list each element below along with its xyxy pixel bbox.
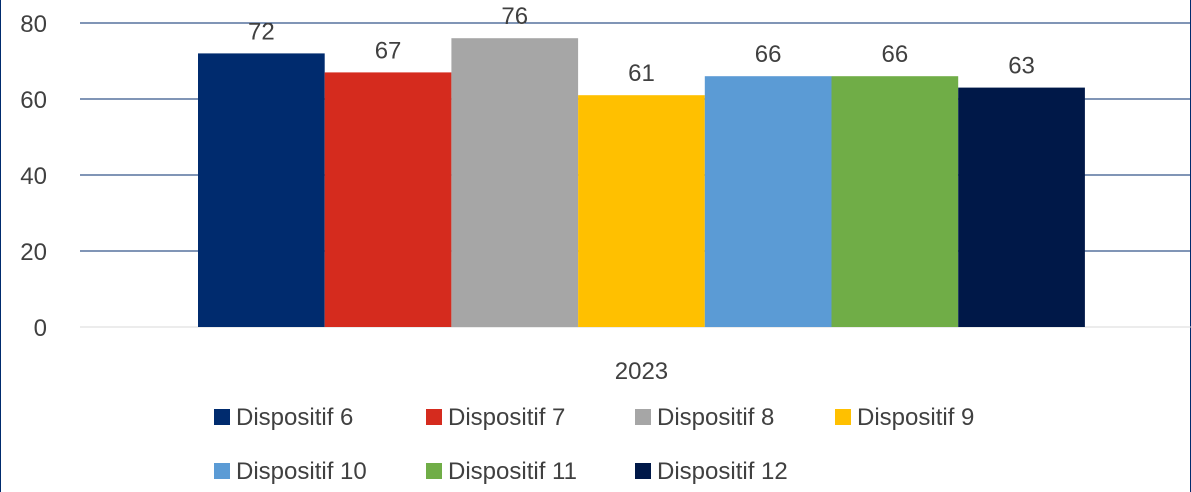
bar-dispositif-12 bbox=[958, 87, 1085, 327]
legend-label: Dispositif 11 bbox=[448, 458, 577, 485]
y-tick-label: 60 bbox=[20, 87, 47, 114]
legend-swatch bbox=[426, 463, 442, 479]
legend-swatch bbox=[635, 463, 651, 479]
legend-item-dispositif-12[interactable]: Dispositif 12 bbox=[635, 458, 788, 485]
legend-item-dispositif-7[interactable]: Dispositif 7 bbox=[426, 404, 565, 431]
y-axis: 0 20 40 60 80 bbox=[20, 11, 47, 342]
legend-item-dispositif-11[interactable]: Dispositif 11 bbox=[426, 458, 577, 485]
x-category-label: 2023 bbox=[615, 358, 668, 385]
data-label: 66 bbox=[755, 41, 782, 68]
bar-dispositif-10 bbox=[704, 76, 832, 327]
data-labels: 72 67 76 61 66 66 63 bbox=[248, 3, 1035, 87]
data-label: 66 bbox=[881, 41, 908, 68]
data-label: 67 bbox=[375, 37, 402, 64]
legend-swatch bbox=[835, 409, 851, 425]
legend-label: Dispositif 8 bbox=[657, 404, 774, 431]
legend-swatch bbox=[635, 409, 651, 425]
y-tick-label: 20 bbox=[20, 239, 47, 266]
bar-dispositif-6 bbox=[198, 53, 325, 328]
legend-swatch bbox=[214, 409, 230, 425]
legend-item-dispositif-6[interactable]: Dispositif 6 bbox=[214, 404, 353, 431]
legend-item-dispositif-10[interactable]: Dispositif 10 bbox=[214, 458, 367, 485]
legend-swatch bbox=[426, 409, 442, 425]
bar-dispositif-7 bbox=[324, 72, 452, 328]
y-tick-label: 40 bbox=[20, 163, 47, 190]
bar-dispositif-9 bbox=[578, 95, 705, 327]
bar-series bbox=[198, 38, 1085, 328]
legend-item-dispositif-9[interactable]: Dispositif 9 bbox=[835, 404, 974, 431]
data-label: 76 bbox=[501, 3, 528, 30]
legend-item-dispositif-8[interactable]: Dispositif 8 bbox=[635, 404, 774, 431]
legend-label: Dispositif 12 bbox=[657, 458, 788, 485]
legend-label: Dispositif 7 bbox=[448, 404, 565, 431]
data-label: 61 bbox=[628, 60, 655, 87]
bar-dispositif-8 bbox=[451, 38, 579, 327]
legend: Dispositif 6 Dispositif 7 Dispositif 8 Disp… bbox=[214, 404, 974, 485]
y-tick-label: 80 bbox=[20, 11, 47, 38]
x-axis: 2023 bbox=[615, 358, 668, 385]
legend-swatch bbox=[214, 463, 230, 479]
bar-dispositif-11 bbox=[831, 76, 959, 327]
data-label: 72 bbox=[248, 18, 275, 45]
legend-label: Dispositif 10 bbox=[236, 458, 367, 485]
legend-label: Dispositif 6 bbox=[236, 404, 353, 431]
legend-label: Dispositif 9 bbox=[857, 404, 974, 431]
data-label: 63 bbox=[1008, 53, 1035, 80]
y-tick-label: 0 bbox=[34, 315, 47, 342]
